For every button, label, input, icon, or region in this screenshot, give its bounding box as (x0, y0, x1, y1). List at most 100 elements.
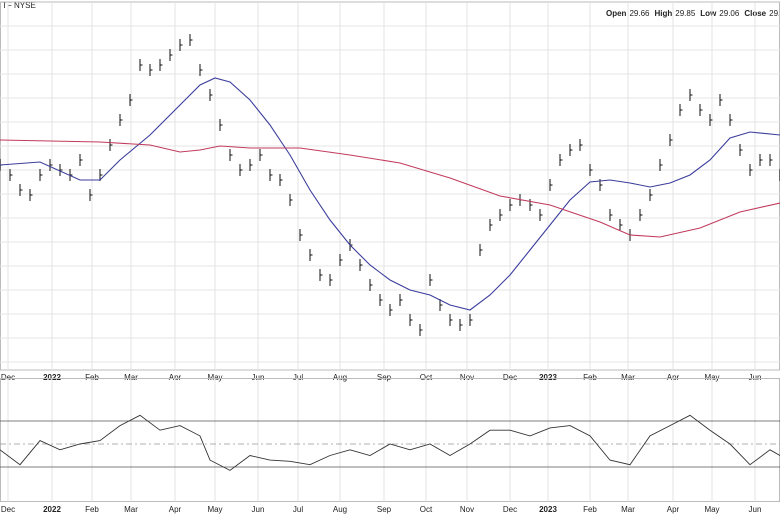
price-bar (219, 119, 223, 131)
x-tick-label: Mar (124, 373, 138, 382)
price-bar (769, 154, 773, 166)
price-bar (59, 164, 63, 176)
x-tick-label: Sep (377, 373, 392, 382)
price-bar (649, 189, 653, 201)
x-tick-label: Jul (293, 505, 303, 514)
x-tick-label: Apr (667, 505, 680, 514)
price-bar (289, 194, 293, 206)
quote-label: High (654, 9, 672, 18)
price-bar (579, 139, 583, 151)
price-bar (339, 254, 343, 266)
price-bar (199, 64, 203, 76)
price-bar (459, 319, 463, 331)
x-tick-label: Jul (293, 373, 303, 382)
x-tick-label: 2022 (43, 373, 61, 382)
price-bar (169, 49, 173, 61)
price-bar (319, 269, 323, 281)
x-tick-label: Sep (377, 505, 392, 514)
price-bar (429, 274, 433, 286)
price-bar (249, 159, 253, 171)
moving-average (0, 139, 780, 238)
price-bar (719, 94, 723, 106)
x-tick-label: Feb (85, 505, 99, 514)
x-tick-label: Dec (503, 373, 517, 382)
price-bar (109, 139, 113, 151)
price-bar (639, 209, 643, 221)
quote-label: Low (700, 9, 717, 18)
price-bar (129, 94, 133, 106)
price-bar (39, 169, 43, 181)
x-tick-label: May (207, 505, 222, 514)
quote-value: 29.85 (675, 9, 696, 18)
price-bar (659, 159, 663, 171)
price-bar (569, 144, 573, 156)
price-bar (189, 34, 193, 46)
x-tick-label: Apr (667, 373, 680, 382)
price-bar (749, 164, 753, 176)
quote-label: Open (606, 9, 627, 18)
price-bar (309, 249, 313, 261)
price-bar (149, 64, 153, 76)
price-bar (609, 209, 613, 221)
price-bar (489, 219, 493, 231)
quote-value: 29.09 (769, 9, 780, 18)
price-bar (19, 184, 23, 196)
x-tick-label: Feb (85, 373, 99, 382)
price-bar (439, 299, 443, 311)
price-bar (299, 229, 303, 241)
x-tick-label: Apr (169, 373, 182, 382)
price-bar (159, 59, 163, 71)
symbol: TF NYSE (2, 1, 36, 10)
price-bar (79, 154, 83, 166)
x-tick-label: Jun (749, 373, 762, 382)
price-bar (379, 294, 383, 306)
price-bar (239, 164, 243, 176)
price-bar (9, 169, 13, 181)
price-bar (359, 259, 363, 271)
price-bar (139, 59, 143, 71)
price-bar (669, 134, 673, 146)
price-bar (99, 169, 103, 181)
price-bar (619, 219, 623, 231)
x-tick-label: Mar (621, 373, 635, 382)
price-bar (49, 159, 53, 171)
price-bar (389, 304, 393, 316)
x-tick-label: Nov (460, 373, 474, 382)
price-bar (329, 274, 333, 286)
price-bar (699, 104, 703, 116)
price-bar (399, 294, 403, 306)
price-bar (759, 154, 763, 166)
x-tick-label: Oct (420, 373, 433, 382)
x-tick-label: 2023 (539, 373, 557, 382)
price-bar (539, 209, 543, 221)
x-tick-label: Jun (252, 505, 265, 514)
x-tick-label: May (207, 373, 222, 382)
header: TF NYSE (2, 1, 36, 10)
quote-value: 29.06 (719, 9, 740, 18)
moving-average (0, 77, 780, 311)
price-bar (119, 114, 123, 126)
x-tick-label: Oct (420, 505, 433, 514)
x-tick-label: Jun (252, 373, 265, 382)
x-tick-label: May (704, 373, 719, 382)
x-tick-label: Dec (503, 505, 517, 514)
price-bar (449, 314, 453, 326)
price-bar (549, 179, 553, 191)
price-bar (259, 149, 263, 161)
price-bar (589, 164, 593, 176)
price-bar (689, 89, 693, 101)
price-bar (559, 154, 563, 166)
price-bar (179, 39, 183, 51)
price-bar (729, 114, 733, 126)
price-bar (279, 174, 283, 186)
price-bar (499, 209, 503, 221)
price-bar (509, 199, 513, 211)
price-bar (89, 189, 93, 201)
price-bar (369, 279, 373, 291)
price-bar (269, 169, 273, 181)
x-tick-label: Jun (749, 505, 762, 514)
price-bar (209, 89, 213, 101)
price-bar (469, 314, 473, 326)
x-tick-label: Nov (460, 505, 474, 514)
